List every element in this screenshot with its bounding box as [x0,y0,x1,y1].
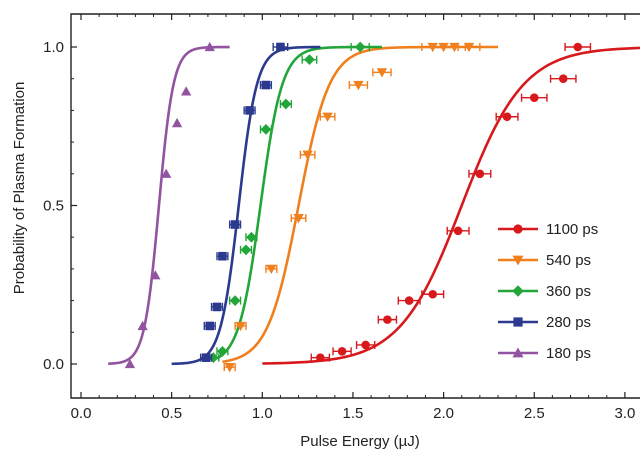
data-point-s0-2 [361,340,370,350]
data-point-s0-0 [316,353,325,362]
data-point-s2-5 [260,124,272,135]
legend-marker-1 [512,255,524,266]
legend-label-3: 280 ps [546,314,591,331]
legend-label-0: 1100 ps [546,221,598,238]
fit-curve-3 [171,45,321,366]
legend-marker-3 [513,317,523,327]
data-point-s0-10 [558,74,568,83]
x-tick-label: 1.5 [343,405,364,422]
data-point-s1-1 [235,321,246,332]
data-point-s1-10 [449,42,460,53]
data-point-s2-6 [280,98,292,110]
data-point-s2-2 [229,295,241,306]
data-point-s4-6 [204,41,215,52]
data-point-s4-5 [180,86,192,96]
x-tick-label: 2.5 [524,405,545,422]
data-point-s2-7 [304,54,315,66]
data-point-s3-3 [218,251,227,261]
axis-ticks: 0.0 0.5 1.0 1.5 2.0 2.5 3.0 0.0 0.5 1.0 [43,14,635,422]
data-point-s2-3 [240,244,252,256]
data-point-s3-5 [245,106,254,115]
data-point-s0-7 [475,169,485,179]
legend-label-2: 360 ps [546,283,591,300]
data-point-s3-7 [276,42,285,52]
legend-label-1: 540 ps [546,252,591,269]
legend: 1100 ps 540 ps 360 ps 280 ps 180 ps [498,221,598,362]
data-point-s0-3 [383,315,392,324]
y-tick-label: 0.5 [43,198,64,215]
data-point-s3-1 [205,321,215,331]
fit-curve-1 [222,45,498,364]
data-point-s4-2 [150,270,161,280]
fit-curve-4 [108,45,230,366]
y-axis-label: Probability of Plasma Formation [11,82,28,295]
x-axis-label: Pulse Energy (µJ) [300,433,420,450]
data-point-s0-1 [337,347,347,356]
data-point-s1-11 [463,42,475,53]
plot-frame [70,13,640,399]
data-point-s2-8 [354,41,366,53]
data-point-s3-2 [212,302,222,312]
data-point-s0-4 [404,296,414,305]
data-point-s2-0 [207,352,219,364]
data-point-s2-4 [246,231,257,243]
data-point-s1-5 [322,112,333,122]
data-point-s1-2 [266,264,277,275]
legend-marker-0 [513,224,523,234]
data-points [124,41,592,373]
data-point-s3-6 [261,80,271,90]
data-point-s0-9 [529,93,539,103]
data-point-s1-7 [376,68,388,78]
y-tick-label: 0.0 [43,356,64,373]
data-point-s4-3 [161,168,172,178]
data-point-s3-0 [201,353,211,362]
data-point-s0-8 [502,112,512,122]
data-point-s1-0 [224,363,235,373]
data-point-s3-4 [230,220,240,229]
legend-marker-2 [512,285,524,297]
data-point-s0-5 [428,289,438,299]
x-tick-label: 0.5 [161,405,182,422]
legend-marker-4 [512,347,524,358]
legend-label-4: 180 ps [546,345,591,362]
plot-border [70,13,640,399]
data-point-s1-6 [353,80,364,91]
y-tick-label: 1.0 [43,39,64,56]
data-point-s4-4 [171,117,183,128]
x-tick-label: 2.0 [433,405,454,422]
data-point-s2-1 [217,345,228,357]
data-point-s4-0 [124,358,136,369]
x-tick-label: 3.0 [614,405,635,422]
x-tick-label: 0.0 [71,405,92,422]
data-point-s0-6 [453,226,463,236]
x-tick-label: 1.0 [252,405,273,422]
data-point-s1-3 [293,214,304,224]
data-point-s0-11 [573,42,583,52]
data-point-s4-1 [137,320,148,331]
data-point-s1-4 [302,150,313,160]
